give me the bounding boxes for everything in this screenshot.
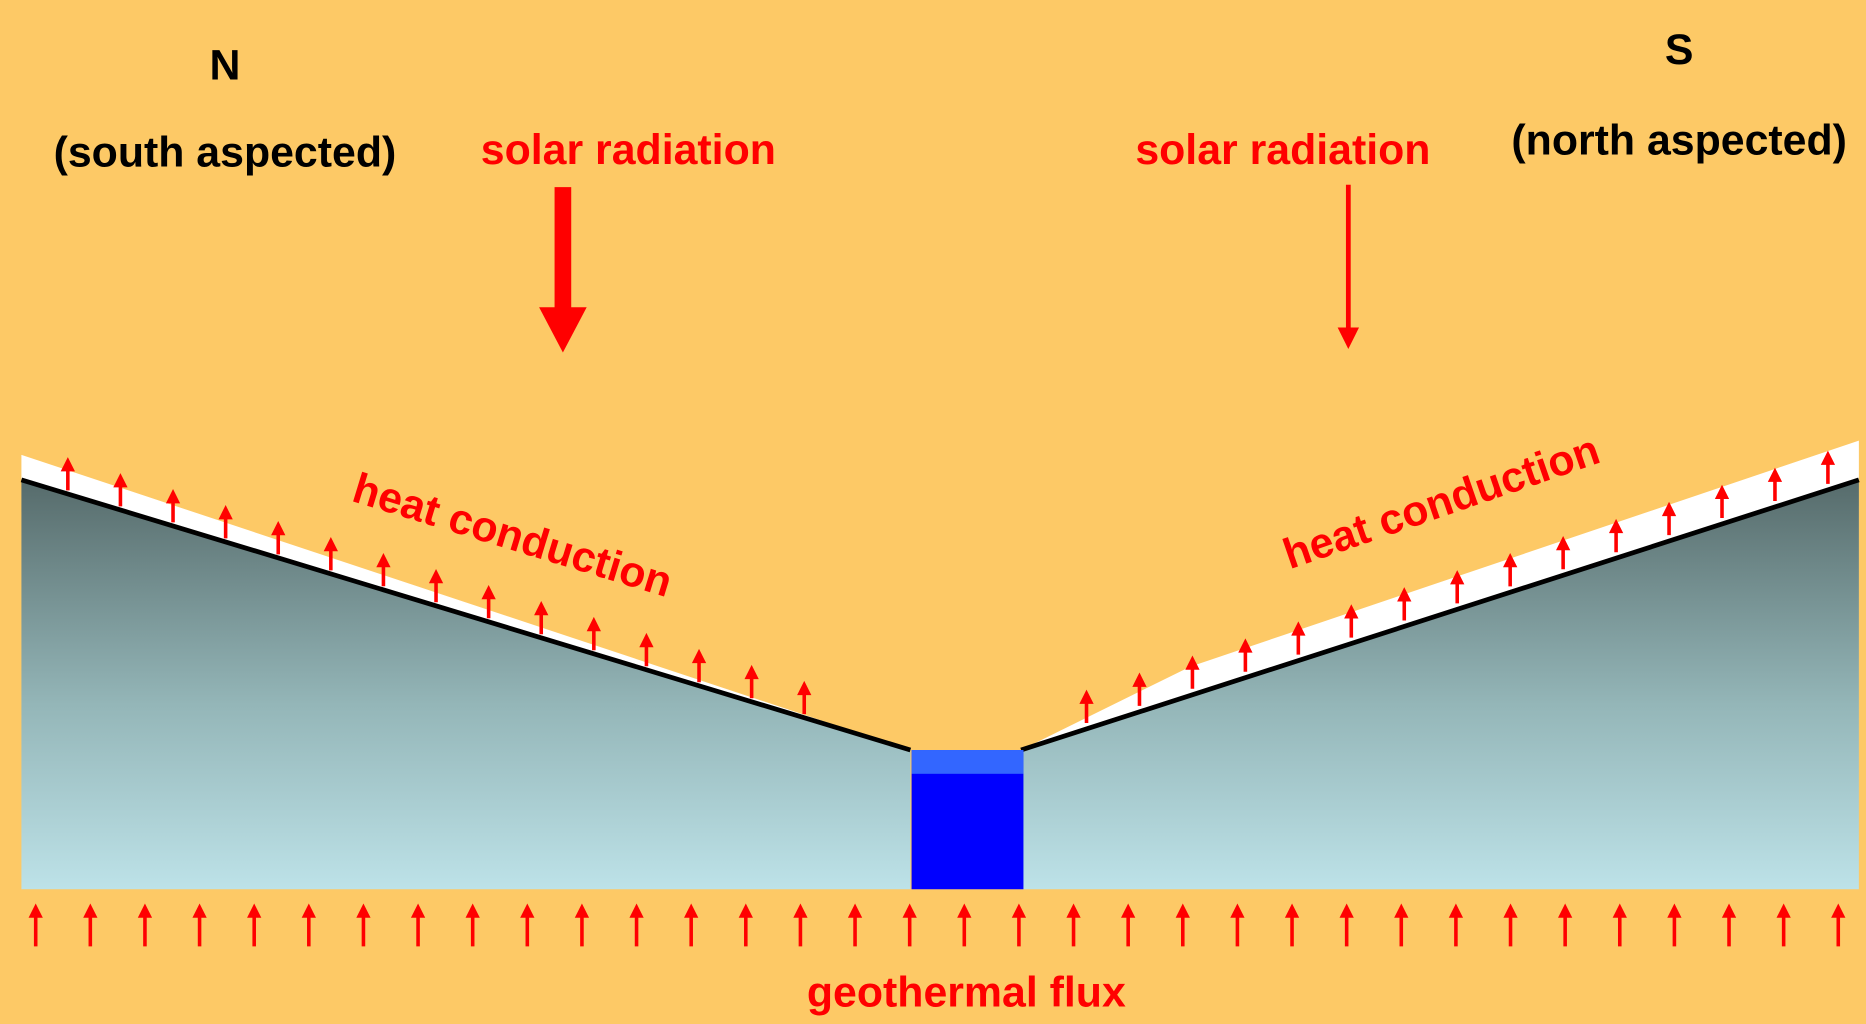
heat-arrow xyxy=(1175,903,1190,947)
heat-arrow xyxy=(847,903,863,947)
heat-arrow xyxy=(738,903,753,947)
heat-arrow xyxy=(1079,689,1094,723)
heat-arrow xyxy=(1558,903,1573,947)
heat-arrow xyxy=(691,648,707,683)
heat-arrow xyxy=(247,903,262,947)
heat-arrow xyxy=(428,568,444,603)
heat-arrow xyxy=(1339,903,1354,947)
arrows xyxy=(28,450,1846,947)
heat-arrow xyxy=(113,473,128,507)
right-surface xyxy=(1020,477,1860,753)
heat-arrow xyxy=(1344,604,1359,638)
heat-arrow xyxy=(1291,621,1306,655)
heat-arrow xyxy=(1667,903,1682,947)
heat-arrow xyxy=(301,903,316,947)
left-surface xyxy=(20,477,912,753)
heat-arrow xyxy=(1448,903,1464,947)
heat-arrow xyxy=(218,505,233,539)
heat-arrow xyxy=(1450,570,1465,604)
south-aspect: (north aspected) xyxy=(1511,116,1847,164)
heat-arrow xyxy=(1185,655,1200,689)
heat-arrow xyxy=(639,632,654,667)
south-label: S xyxy=(1665,26,1694,74)
lake-ice xyxy=(911,750,1024,774)
heat-arrow xyxy=(1612,903,1627,947)
heat-arrow xyxy=(60,457,75,491)
heat-arrow xyxy=(1503,553,1518,587)
heat-arrow xyxy=(1831,903,1846,947)
heat-arrow xyxy=(1397,587,1412,621)
heat-arrow xyxy=(1132,672,1147,706)
heat-arrow xyxy=(410,903,426,947)
heat-arrow xyxy=(1820,450,1836,484)
heat-arrow xyxy=(902,903,917,947)
solar-arrow-shaft xyxy=(554,187,572,310)
heat-arrow xyxy=(1230,903,1245,947)
north-aspect: (south aspected) xyxy=(54,128,397,176)
radiation-label: solar radiation xyxy=(481,126,776,174)
solar-arrow-head xyxy=(1337,327,1360,349)
heat-arrow xyxy=(83,903,98,947)
heat-arrow xyxy=(137,903,153,947)
radiation-label: solar radiation xyxy=(1135,126,1430,174)
heat-arrow xyxy=(1238,638,1253,672)
solar-arrow-head xyxy=(539,307,587,353)
heat-arrow xyxy=(192,903,207,947)
heat-arrow xyxy=(1503,903,1518,947)
heat-arrow xyxy=(1608,518,1624,553)
heat-arrow xyxy=(376,552,391,587)
heat-arrow xyxy=(1121,903,1136,947)
heat-arrow xyxy=(1555,535,1571,570)
left-slope xyxy=(21,479,911,890)
flux-label: geothermal flux xyxy=(807,968,1126,1016)
right-slope xyxy=(1021,479,1859,890)
heat-arrow xyxy=(520,903,535,947)
heat-arrow xyxy=(1661,501,1677,536)
heat-arrow xyxy=(165,489,181,523)
solar-arrow-shaft xyxy=(1345,184,1351,330)
heat-arrow xyxy=(1767,467,1783,501)
north-label: N xyxy=(209,41,240,89)
heat-arrow xyxy=(481,584,496,619)
heat-arrow xyxy=(684,903,699,947)
heat-arrow xyxy=(1284,903,1300,947)
heat-arrow xyxy=(534,600,549,635)
heat-arrow xyxy=(1714,484,1730,519)
right-snow xyxy=(1021,440,1859,751)
heat-arrow xyxy=(957,903,972,947)
heat-arrow xyxy=(1776,903,1791,947)
heat-arrow xyxy=(1066,903,1081,947)
heat-arrow xyxy=(793,903,808,947)
heat-arrow xyxy=(1394,903,1409,947)
heat-arrow xyxy=(465,903,480,947)
heat-arrow xyxy=(797,680,812,715)
heat-arrow xyxy=(356,903,371,947)
heat-arrow xyxy=(1011,903,1027,947)
heat-arrow xyxy=(271,521,286,555)
heat-arrow xyxy=(574,903,590,947)
heat-arrow xyxy=(586,616,601,651)
heat-arrow xyxy=(744,664,759,699)
heat-arrow xyxy=(323,537,338,571)
heat-arrow xyxy=(1721,903,1737,947)
heat-arrow xyxy=(629,903,644,947)
heat-arrow xyxy=(28,903,43,947)
